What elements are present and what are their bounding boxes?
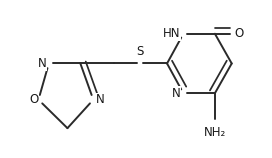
Text: NH₂: NH₂ [204, 126, 226, 139]
Text: HN: HN [163, 27, 181, 40]
Text: S: S [136, 45, 144, 58]
Text: O: O [234, 27, 243, 40]
Text: N: N [38, 57, 46, 70]
Text: O: O [29, 93, 38, 106]
Text: N: N [172, 87, 181, 100]
Text: N: N [96, 93, 105, 106]
